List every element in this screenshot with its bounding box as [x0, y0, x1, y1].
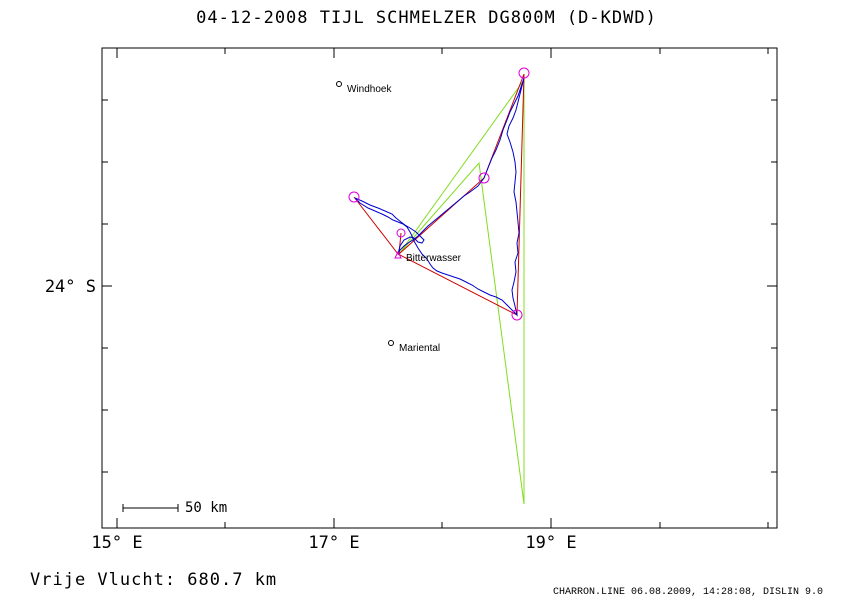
tick-marks: [102, 48, 777, 528]
place-label-windhoek: Windhoek: [347, 84, 392, 95]
turnpoints: [348, 67, 530, 321]
place-marker: [336, 81, 342, 87]
turnpoint-marker: [396, 228, 406, 238]
map-title: 04-12-2008 TIJL SCHMELZER DG800M (D-KDWD…: [196, 8, 657, 28]
map-frame: [101, 47, 778, 529]
x-tick-label: 17° E: [308, 533, 359, 553]
start-marker: [394, 250, 402, 259]
y-tick-label: 24° S: [45, 277, 96, 297]
scale-bar-label: 50 km: [185, 500, 228, 516]
place-marker: [388, 340, 394, 346]
task-legs: [353, 73, 525, 316]
turnpoint-marker: [478, 172, 490, 184]
turnpoint-marker: [518, 67, 530, 79]
flight-track: [354, 77, 525, 317]
flight-distance: Vrije Vlucht: 680.7 km: [30, 570, 278, 590]
turnpoint-marker: [348, 191, 360, 203]
scale-bar: [122, 504, 179, 512]
x-tick-label: 19° E: [525, 533, 576, 553]
triangle-outline: [398, 78, 525, 505]
credit-line: CHARRON.LINE 06.08.2009, 14:28:08, DISLI…: [552, 587, 823, 598]
place-label-mariental: Mariental: [399, 343, 440, 354]
turnpoint-marker: [511, 309, 523, 321]
x-tick-label: 15° E: [91, 533, 142, 553]
place-label-bitterwasser: Bitterwasser: [406, 253, 462, 264]
